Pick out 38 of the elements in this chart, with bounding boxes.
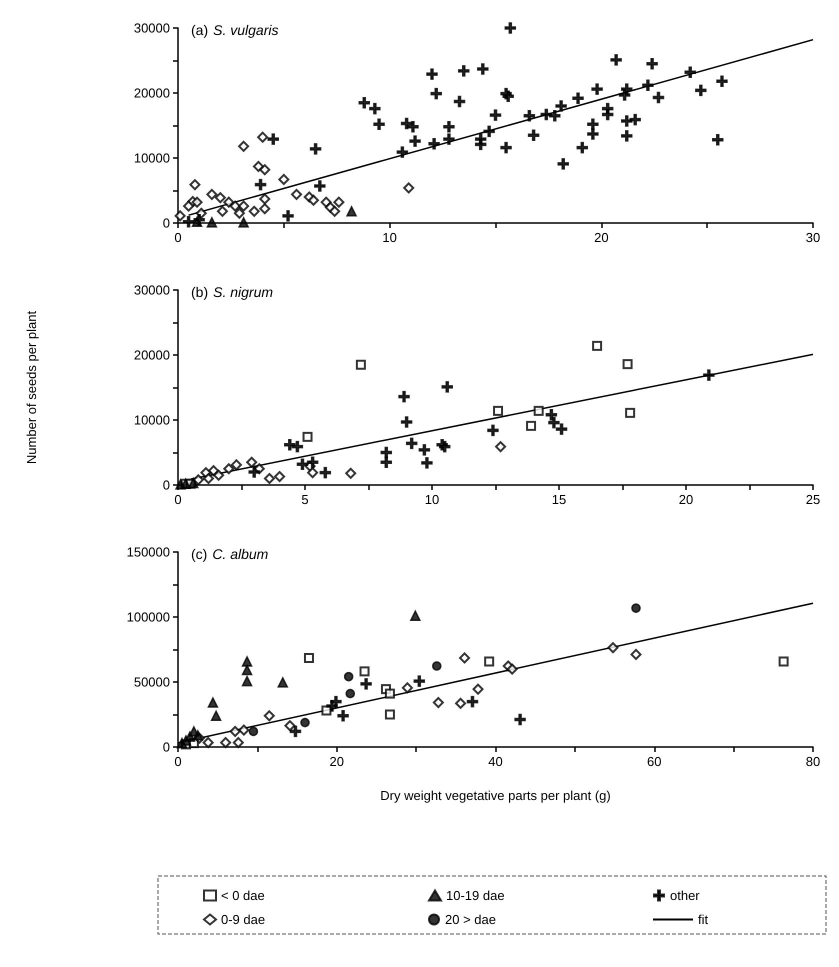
chart-title: (c) C. album (191, 546, 269, 562)
y-tick-label: 30000 (134, 20, 170, 36)
chart-title: (a) S. vulgaris (191, 22, 278, 38)
x-axis-title: Dry weight vegetative parts per plant (g) (380, 788, 611, 803)
x-tick-label: 20 (330, 754, 344, 769)
y-tick-label: 20000 (134, 348, 170, 362)
x-tick-label: 5 (301, 492, 309, 507)
x-tick-label: 80 (806, 754, 820, 769)
legend-label: 0-9 dae (221, 912, 266, 927)
y-tick-label: 150000 (126, 544, 170, 560)
y-tick-label: 0 (162, 478, 170, 492)
y-tick-label: 0 (162, 740, 170, 754)
legend-label: 20 > dae (445, 912, 496, 927)
legend-label: 10-19 dae (446, 888, 505, 903)
y-tick-label: 20000 (134, 86, 170, 100)
x-tick-label: 40 (488, 754, 503, 769)
x-tick-label: 20 (594, 230, 609, 245)
x-tick-label: 0 (174, 754, 182, 769)
y-tick-label: 10000 (134, 150, 170, 166)
y-tick-label: 30000 (134, 282, 170, 298)
y-tick-label: 100000 (126, 610, 170, 624)
y-tick-label: 10000 (134, 412, 170, 428)
legend-label: other (670, 888, 700, 903)
x-tick-label: 0 (174, 492, 182, 507)
x-tick-label: 20 (678, 492, 694, 507)
chart-title: (b) S. nigrum (191, 284, 274, 300)
legend-label: < 0 dae (221, 888, 265, 903)
x-tick-label: 25 (806, 492, 820, 507)
x-tick-label: 0 (174, 230, 182, 245)
x-tick-label: 10 (382, 230, 397, 245)
y-tick-label: 50000 (134, 674, 170, 690)
y-tick-label: 0 (162, 216, 170, 230)
legend-label: fit (698, 912, 708, 927)
x-tick-label: 10 (424, 492, 440, 507)
y-axis-title: Number of seeds per plant (24, 310, 39, 464)
x-tick-label: 15 (552, 492, 566, 507)
x-tick-label: 60 (647, 754, 662, 769)
x-tick-label: 30 (806, 230, 820, 245)
